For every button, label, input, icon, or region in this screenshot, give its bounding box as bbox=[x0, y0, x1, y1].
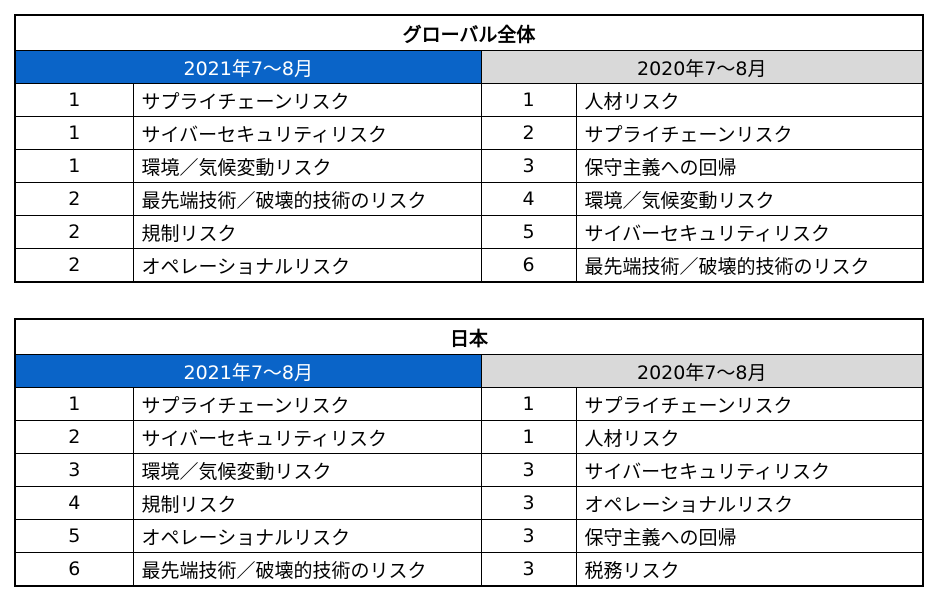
column-header: 2020年7〜8月 bbox=[480, 354, 924, 388]
rank-cell: 1 bbox=[14, 149, 134, 183]
risk-cell: 規制リスク bbox=[132, 486, 482, 520]
rank-cell: 2 bbox=[14, 182, 134, 216]
risk-cell: サイバーセキュリティリスク bbox=[575, 215, 924, 249]
risk-cell: 人材リスク bbox=[575, 83, 924, 117]
data-row: 6 最先端技術／破壊的技術のリスク 3 税務リスク bbox=[14, 552, 924, 587]
data-row: 2 オペレーショナルリスク 6 最先端技術／破壊的技術のリスク bbox=[14, 248, 924, 283]
data-row: 1 サプライチェーンリスク 1 人材リスク bbox=[14, 83, 924, 117]
risk-cell: 税務リスク bbox=[575, 552, 924, 587]
risk-cell: サプライチェーンリスク bbox=[575, 116, 924, 150]
risk-cell: サプライチェーンリスク bbox=[132, 387, 482, 421]
risk-cell: 最先端技術／破壊的技術のリスク bbox=[132, 182, 482, 216]
rank-cell: 2 bbox=[14, 248, 134, 283]
title-row: グローバル全体 bbox=[14, 14, 924, 51]
data-row: 1 環境／気候変動リスク 3 保守主義への回帰 bbox=[14, 149, 924, 183]
risk-cell: 最先端技術／破壊的技術のリスク bbox=[575, 248, 924, 283]
table-title: グローバル全体 bbox=[14, 14, 924, 51]
rank-cell: 2 bbox=[480, 116, 577, 150]
risk-cell: 環境／気候変動リスク bbox=[132, 149, 482, 183]
ranking-table: 日本 2021年7〜8月 2020年7〜8月 1 サプライチェーンリスク 1 サプライチェー… bbox=[14, 318, 925, 587]
rank-cell: 6 bbox=[14, 552, 134, 587]
data-row: 4 規制リスク 3 オペレーショナルリスク bbox=[14, 486, 924, 520]
rank-cell: 1 bbox=[14, 116, 134, 150]
rank-cell: 3 bbox=[14, 453, 134, 487]
data-row: 5 オペレーショナルリスク 3 保守主義への回帰 bbox=[14, 519, 924, 553]
rank-cell: 1 bbox=[14, 83, 134, 117]
data-row: 2 最先端技術／破壊的技術のリスク 4 環境／気候変動リスク bbox=[14, 182, 924, 216]
header-row: 2021年7〜8月 2020年7〜8月 bbox=[14, 50, 924, 84]
data-row: 3 環境／気候変動リスク 3 サイバーセキュリティリスク bbox=[14, 453, 924, 487]
rank-cell: 4 bbox=[480, 182, 577, 216]
risk-cell: 保守主義への回帰 bbox=[575, 519, 924, 553]
column-header: 2021年7〜8月 bbox=[14, 354, 482, 388]
risk-cell: サイバーセキュリティリスク bbox=[132, 116, 482, 150]
table-title: 日本 bbox=[14, 318, 924, 355]
risk-cell: 人材リスク bbox=[575, 420, 924, 454]
risk-cell: サイバーセキュリティリスク bbox=[132, 420, 482, 454]
rank-cell: 4 bbox=[14, 486, 134, 520]
risk-cell: オペレーショナルリスク bbox=[132, 248, 482, 283]
risk-cell: 規制リスク bbox=[132, 215, 482, 249]
risk-cell: オペレーショナルリスク bbox=[575, 486, 924, 520]
rank-cell: 3 bbox=[480, 149, 577, 183]
rank-cell: 3 bbox=[480, 519, 577, 553]
risk-cell: サプライチェーンリスク bbox=[132, 83, 482, 117]
rank-cell: 3 bbox=[480, 486, 577, 520]
risk-cell: 最先端技術／破壊的技術のリスク bbox=[132, 552, 482, 587]
rank-cell: 2 bbox=[14, 420, 134, 454]
rank-cell: 1 bbox=[480, 420, 577, 454]
rank-cell: 2 bbox=[14, 215, 134, 249]
risk-cell: サイバーセキュリティリスク bbox=[575, 453, 924, 487]
title-row: 日本 bbox=[14, 318, 924, 355]
rank-cell: 1 bbox=[480, 83, 577, 117]
data-row: 1 サイバーセキュリティリスク 2 サプライチェーンリスク bbox=[14, 116, 924, 150]
data-row: 2 サイバーセキュリティリスク 1 人材リスク bbox=[14, 420, 924, 454]
rank-cell: 1 bbox=[480, 387, 577, 421]
column-header: 2020年7〜8月 bbox=[480, 50, 924, 84]
risk-cell: サプライチェーンリスク bbox=[575, 387, 924, 421]
header-row: 2021年7〜8月 2020年7〜8月 bbox=[14, 354, 924, 388]
rank-cell: 1 bbox=[14, 387, 134, 421]
risk-cell: 環境／気候変動リスク bbox=[132, 453, 482, 487]
rank-cell: 5 bbox=[14, 519, 134, 553]
rank-cell: 3 bbox=[480, 453, 577, 487]
risk-cell: 環境／気候変動リスク bbox=[575, 182, 924, 216]
risk-cell: オペレーショナルリスク bbox=[132, 519, 482, 553]
ranking-table: グローバル全体 2021年7〜8月 2020年7〜8月 1 サプライチェーンリスク 1 人材… bbox=[14, 14, 924, 283]
risk-cell: 保守主義への回帰 bbox=[575, 149, 924, 183]
rank-cell: 6 bbox=[480, 248, 577, 283]
rank-cell: 3 bbox=[480, 552, 577, 587]
data-row: 2 規制リスク 5 サイバーセキュリティリスク bbox=[14, 215, 924, 249]
column-header: 2021年7〜8月 bbox=[14, 50, 482, 84]
data-row: 1 サプライチェーンリスク 1 サプライチェーンリスク bbox=[14, 387, 924, 421]
rank-cell: 5 bbox=[480, 215, 577, 249]
